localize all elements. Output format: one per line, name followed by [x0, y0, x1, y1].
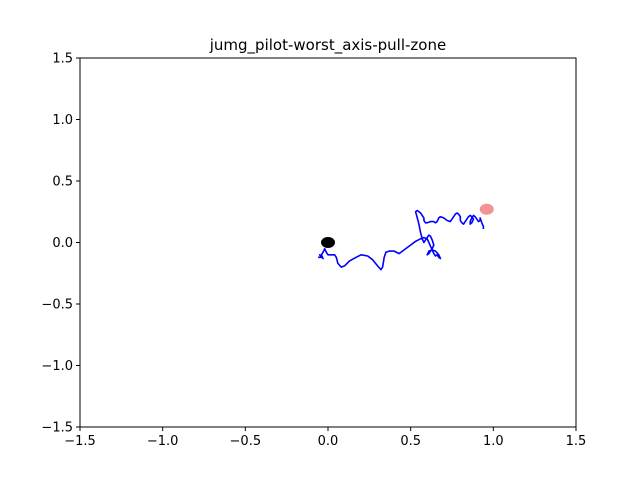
plot-area — [318, 203, 494, 271]
y-tick-label: 0.5 — [52, 175, 73, 190]
x-axis: −1.5 −1.0 −0.5 0.0 0.5 1.0 1.5 — [64, 427, 586, 449]
x-tick-label: 1.5 — [566, 434, 587, 449]
y-tick-label: 0.0 — [52, 236, 73, 251]
start-marker — [321, 237, 335, 248]
trajectory-line-0 — [318, 209, 485, 271]
x-tick-label: −0.5 — [230, 434, 262, 449]
target-marker — [479, 203, 494, 215]
y-tick-label: −0.5 — [41, 298, 73, 313]
y-axis: −1.5 −1.0 −0.5 0.0 0.5 1.0 1.5 — [41, 52, 80, 436]
y-tick-label: −1.0 — [41, 359, 73, 374]
x-tick-label: 0.5 — [400, 434, 421, 449]
y-tick-label: −1.5 — [41, 421, 73, 436]
x-tick-label: −1.5 — [64, 434, 96, 449]
x-tick-label: −1.0 — [147, 434, 179, 449]
chart-title: jumg_pilot-worst_axis-pull-zone — [209, 36, 446, 55]
y-tick-label: 1.0 — [52, 113, 73, 128]
x-tick-label: 1.0 — [483, 434, 504, 449]
x-tick-label: 0.0 — [318, 434, 339, 449]
y-tick-label: 1.5 — [52, 52, 73, 67]
